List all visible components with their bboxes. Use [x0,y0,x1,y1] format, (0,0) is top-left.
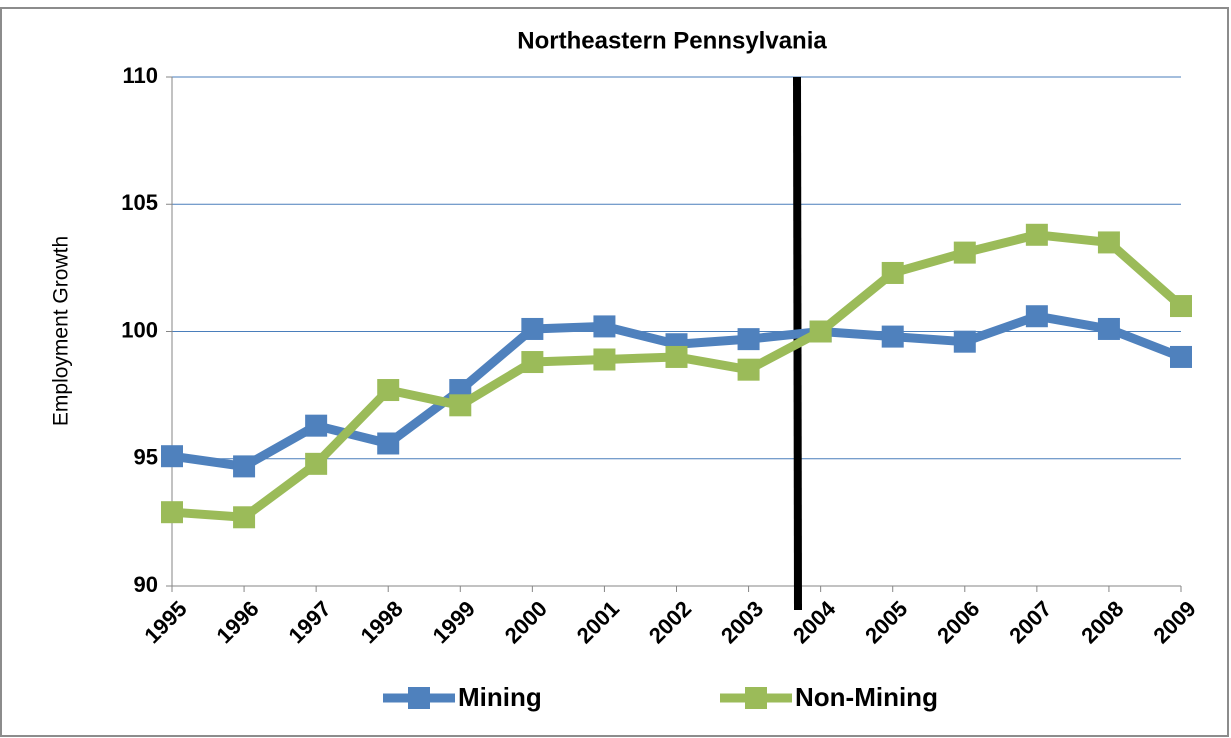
legend-marker [408,687,430,709]
data-point [1170,295,1192,318]
data-point [737,358,760,381]
data-point [881,325,904,348]
legend-label: Mining [458,682,542,712]
data-point [233,506,256,529]
legend-marker [745,687,767,709]
data-point [809,320,832,343]
legend-label: Non-Mining [795,682,938,712]
data-point [449,394,472,417]
data-point [953,241,976,264]
chart-frame [0,7,1229,737]
data-point [737,328,760,351]
legend-entry: Non-Mining [720,682,938,712]
data-point [593,315,616,338]
data-point [1170,345,1192,368]
data-point [521,351,544,374]
y-tick-label: 95 [134,445,158,470]
y-axis-label: Employment Growth [50,236,73,426]
data-point [881,261,904,284]
data-point [161,445,183,468]
y-tick-label: 105 [121,190,158,215]
data-point [953,330,976,353]
data-point [1097,231,1120,254]
data-point [1097,317,1120,340]
y-tick-label: 110 [123,63,159,88]
data-point [305,414,328,437]
data-point [161,501,183,524]
y-tick-label: 100 [121,317,158,342]
data-point [305,452,328,475]
legend-entry: Mining [383,682,542,712]
data-point [233,455,256,478]
data-point [521,317,544,340]
y-tick-label: 90 [134,572,158,597]
data-point [377,379,400,402]
data-point [377,432,400,455]
data-point [1025,223,1048,246]
chart-title: Northeastern Pennsylvania [517,27,827,54]
data-point [1025,305,1048,328]
data-point [593,348,616,371]
data-point [665,345,688,368]
